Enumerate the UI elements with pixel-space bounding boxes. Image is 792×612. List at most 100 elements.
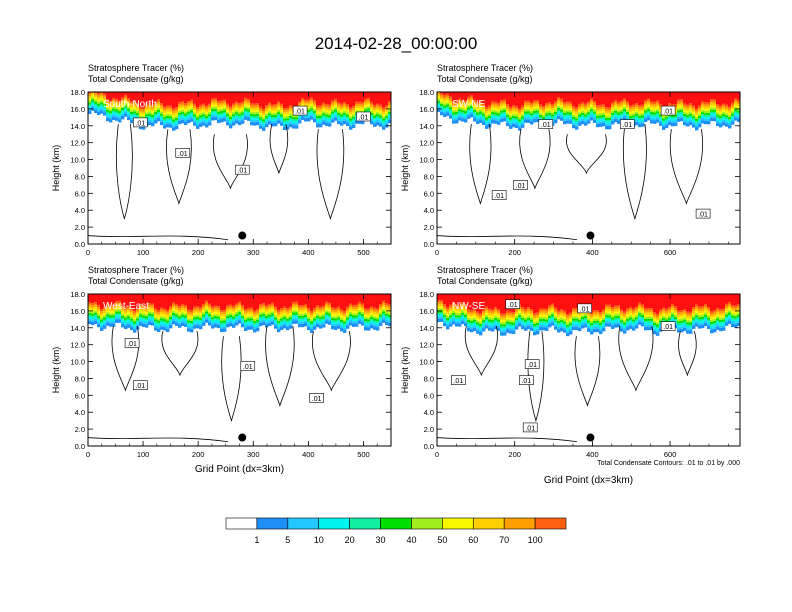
tracer-band bbox=[575, 294, 579, 309]
tracer-band bbox=[722, 103, 726, 106]
tracer-band bbox=[737, 108, 740, 111]
tracer-band bbox=[503, 326, 507, 329]
tracer-band bbox=[650, 109, 654, 113]
tracer-band bbox=[97, 101, 101, 104]
tracer-band bbox=[443, 304, 447, 307]
tracer-band bbox=[647, 316, 651, 319]
tracer-band bbox=[244, 104, 248, 107]
tracer-band bbox=[334, 98, 338, 101]
tracer-band bbox=[584, 319, 588, 322]
tracer-band bbox=[247, 92, 251, 99]
tracer-band bbox=[449, 100, 453, 104]
tracer-band bbox=[704, 116, 708, 119]
tracer-band bbox=[491, 328, 495, 332]
tracer-band bbox=[557, 318, 561, 322]
tracer-band bbox=[202, 294, 206, 304]
tracer-band bbox=[665, 294, 669, 309]
tracer-band bbox=[205, 313, 209, 316]
tracer-band bbox=[518, 92, 522, 109]
tracer-band bbox=[226, 109, 230, 112]
tracer-band bbox=[527, 315, 531, 318]
tracer-band bbox=[599, 92, 603, 105]
tracer-band bbox=[719, 319, 723, 322]
tracer-band bbox=[641, 113, 645, 116]
tracer-band bbox=[229, 114, 233, 117]
tracer-band bbox=[340, 107, 344, 111]
tracer-band bbox=[683, 116, 687, 118]
tracer-band bbox=[349, 92, 353, 108]
tracer-band bbox=[379, 314, 383, 317]
tracer-band bbox=[235, 115, 239, 119]
tracer-band bbox=[214, 311, 218, 314]
tracer-band bbox=[367, 312, 371, 316]
tracer-band bbox=[196, 125, 200, 129]
tracer-band bbox=[734, 324, 738, 328]
tracer-band bbox=[349, 322, 353, 326]
y-tick-label: 2.0 bbox=[424, 425, 434, 434]
tracer-band bbox=[358, 312, 362, 315]
tracer-band bbox=[470, 101, 474, 104]
tracer-band bbox=[452, 294, 456, 303]
tracer-band bbox=[289, 111, 293, 114]
tracer-band bbox=[289, 310, 293, 314]
tracer-band bbox=[376, 321, 380, 323]
tracer-band bbox=[593, 103, 597, 106]
tracer-band bbox=[385, 122, 389, 125]
tracer-band bbox=[199, 121, 203, 124]
tracer-band bbox=[370, 312, 374, 315]
tracer-band bbox=[250, 320, 254, 323]
tracer-band bbox=[115, 103, 119, 106]
tracer-band bbox=[226, 107, 230, 110]
tracer-band bbox=[455, 109, 459, 112]
tracer-band bbox=[707, 108, 711, 111]
tracer-band bbox=[376, 324, 380, 328]
tracer-band bbox=[464, 312, 468, 315]
tracer-band bbox=[199, 313, 203, 316]
tracer-band bbox=[575, 310, 579, 313]
tracer-band bbox=[322, 305, 326, 308]
tracer-band bbox=[455, 107, 459, 110]
tracer-band bbox=[265, 321, 269, 324]
tracer-band bbox=[698, 308, 702, 311]
tracer-band bbox=[446, 93, 450, 96]
tracer-band bbox=[518, 317, 522, 319]
tracer-band bbox=[142, 313, 146, 316]
tracer-band bbox=[256, 321, 260, 324]
tracer-band bbox=[220, 310, 224, 313]
tracer-band bbox=[551, 108, 555, 111]
tracer-band bbox=[196, 322, 200, 325]
tracer-band bbox=[491, 115, 495, 118]
tracer-band bbox=[632, 325, 636, 328]
tracer-band bbox=[521, 124, 525, 128]
tracer-band bbox=[160, 92, 164, 104]
tracer-band bbox=[151, 114, 155, 117]
tracer-band bbox=[226, 313, 230, 316]
tracer-band bbox=[352, 124, 356, 129]
tracer-band bbox=[124, 107, 128, 110]
tracer-band bbox=[461, 310, 465, 313]
tracer-band bbox=[118, 108, 122, 112]
tracer-band bbox=[343, 317, 347, 320]
tracer-band bbox=[169, 306, 173, 309]
tracer-band bbox=[238, 320, 242, 324]
tracer-band bbox=[734, 111, 738, 114]
x-tick-label: 200 bbox=[508, 450, 521, 459]
tracer-band bbox=[650, 314, 654, 317]
tracer-band bbox=[298, 307, 302, 310]
tracer-band bbox=[94, 109, 98, 114]
tracer-band bbox=[530, 92, 534, 103]
tracer-band bbox=[701, 308, 705, 311]
tracer-band bbox=[512, 123, 516, 128]
contour-label: .01 bbox=[521, 378, 531, 385]
tracer-band bbox=[172, 304, 176, 307]
tracer-band bbox=[88, 96, 92, 99]
tracer-band bbox=[127, 102, 131, 105]
tracer-band bbox=[479, 119, 483, 123]
tracer-band bbox=[719, 111, 723, 114]
tracer-band bbox=[659, 322, 663, 325]
tracer-band bbox=[181, 117, 185, 120]
tracer-band bbox=[464, 320, 468, 323]
tracer-band bbox=[160, 318, 164, 321]
tracer-band bbox=[130, 101, 134, 104]
tracer-band bbox=[307, 113, 311, 116]
